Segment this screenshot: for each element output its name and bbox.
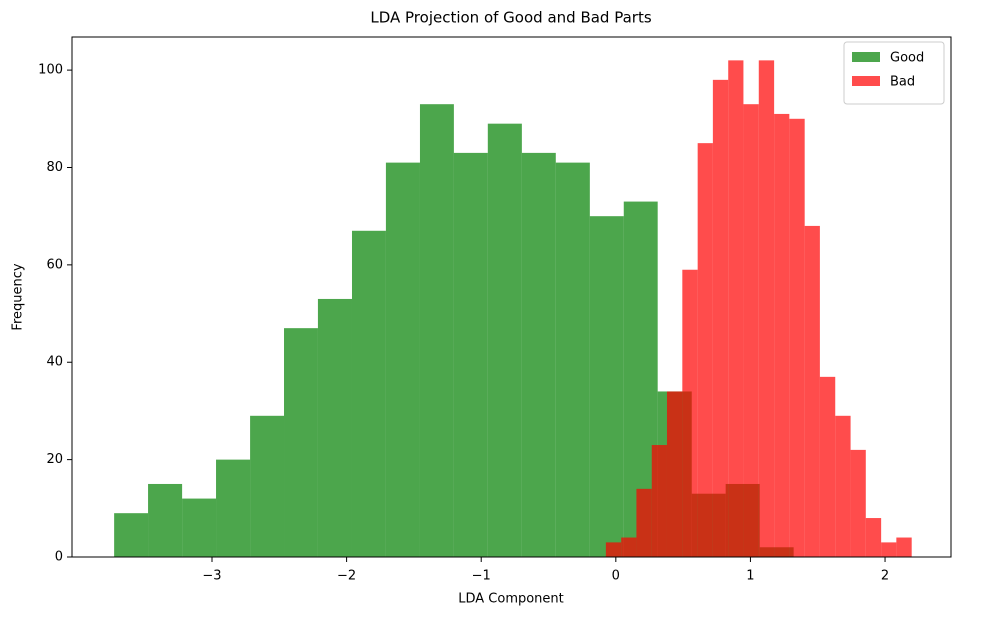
- bar: [881, 542, 897, 557]
- bar: [896, 537, 912, 557]
- bar: [419, 104, 454, 557]
- bar: [819, 376, 836, 557]
- plot-frame: [71, 36, 952, 558]
- legend-swatch: [852, 52, 880, 62]
- bar: [521, 152, 556, 558]
- bar: [712, 79, 729, 558]
- bar: [317, 298, 352, 557]
- legend-swatch: [852, 76, 880, 86]
- y-tick-label: 40: [46, 355, 63, 370]
- bar: [804, 225, 820, 557]
- bar: [250, 415, 285, 557]
- bar: [835, 415, 851, 557]
- bar: [182, 498, 217, 557]
- bar: [850, 449, 866, 557]
- x-tick-label: −3: [202, 569, 221, 584]
- bar: [774, 113, 790, 558]
- bar: [651, 445, 667, 557]
- bar: [789, 118, 805, 557]
- y-tick-label: 80: [46, 160, 63, 175]
- x-tick-label: 1: [746, 569, 754, 584]
- bar: [114, 513, 149, 557]
- x-tick-label: −2: [337, 569, 356, 584]
- bar: [636, 488, 652, 557]
- bar: [555, 162, 590, 557]
- bar: [385, 162, 420, 557]
- bar: [453, 152, 488, 558]
- y-tick-label: 20: [46, 452, 63, 467]
- x-axis-label: LDA Component: [458, 592, 564, 607]
- x-tick-label: 0: [612, 569, 620, 584]
- bar: [284, 328, 318, 557]
- bar: [865, 518, 882, 557]
- bar: [697, 143, 713, 557]
- y-axis-label: Frequency: [11, 263, 26, 330]
- bar: [666, 391, 683, 557]
- y-tick-label: 0: [55, 550, 63, 565]
- bar: [605, 542, 622, 557]
- bar: [148, 483, 183, 557]
- bar: [589, 216, 624, 557]
- x-tick-label: −1: [472, 569, 491, 584]
- chart-title: LDA Projection of Good and Bad Parts: [370, 9, 651, 27]
- bar: [728, 60, 744, 557]
- bar: [487, 123, 522, 558]
- bar: [351, 230, 386, 557]
- y-tick-label: 100: [38, 63, 63, 78]
- bar: [621, 537, 637, 557]
- y-tick-label: 60: [46, 257, 63, 272]
- bar: [216, 459, 251, 557]
- bar: [743, 104, 759, 557]
- bar: [758, 60, 775, 557]
- legend-label: Bad: [890, 75, 915, 90]
- x-tick-label: 2: [881, 569, 889, 584]
- bar: [682, 269, 698, 557]
- legend-label: Good: [890, 51, 924, 66]
